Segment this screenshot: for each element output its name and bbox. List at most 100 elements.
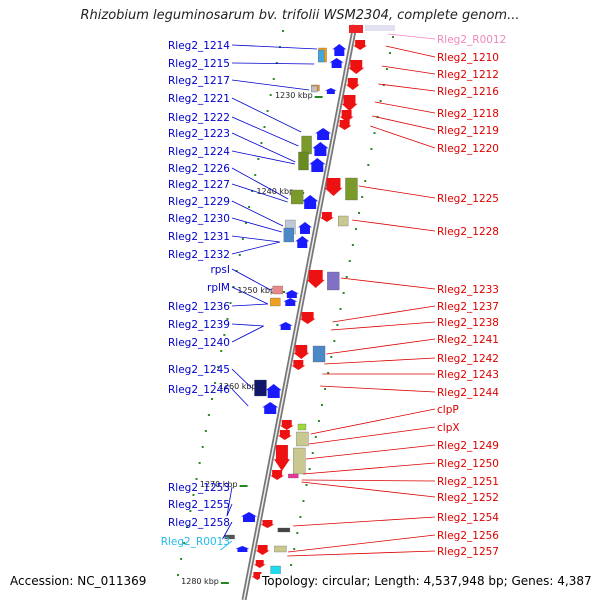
minus-strand-gene-arrow <box>277 430 292 440</box>
gene-box <box>224 534 235 540</box>
label-leader <box>352 219 436 232</box>
minus-strand-gene-arrow <box>339 110 354 122</box>
label-leader <box>226 486 233 517</box>
track-dot <box>183 542 186 544</box>
label-leader <box>332 305 436 323</box>
label-leader <box>231 323 264 327</box>
track-dot <box>308 468 311 470</box>
plus-strand-gene-arrow <box>297 222 312 234</box>
gene-box <box>345 177 358 201</box>
track-dot <box>266 110 269 112</box>
label-leader <box>381 65 436 75</box>
right-gene-label: Rleg2_1250 <box>437 458 499 470</box>
kbp-tick-label: 1250 kbp <box>237 286 275 295</box>
track-dot <box>214 382 217 384</box>
label-leader <box>231 235 280 243</box>
kbp-tick-mark <box>239 485 248 487</box>
track-dot <box>244 222 247 224</box>
kbp-tick-label: 1280 kbp <box>181 577 219 586</box>
label-leader <box>385 45 436 58</box>
track-dot <box>361 196 364 198</box>
minus-strand-gene-arrow <box>341 95 358 111</box>
plus-strand-gene-arrow <box>309 158 326 172</box>
track-dot <box>217 366 220 368</box>
track-dot <box>293 548 296 550</box>
track-dot <box>269 94 272 96</box>
label-leader <box>301 479 436 482</box>
minus-strand-gene-arrow <box>279 420 294 430</box>
plus-strand-gene-arrow <box>240 512 257 522</box>
track-dot <box>345 276 348 278</box>
plus-strand-gene-arrow <box>265 384 282 398</box>
track-dot <box>201 446 204 448</box>
minus-strand-gene-arrow <box>299 312 316 324</box>
right-gene-label: Rleg2_1225 <box>437 193 499 205</box>
minus-strand-gene-arrow <box>255 545 270 555</box>
track-dot <box>364 180 367 182</box>
left-gene-label: Rleg2_1217 <box>168 75 230 87</box>
track-dot <box>385 68 388 70</box>
track-dot <box>207 414 210 416</box>
track-dot <box>314 436 317 438</box>
track-dot <box>330 356 333 358</box>
label-leader <box>231 241 280 255</box>
minus-strand-gene-arrow <box>348 60 365 74</box>
kbp-tick-label: 1260 kbp <box>219 382 257 391</box>
label-leader <box>370 125 436 149</box>
track-dot <box>339 308 342 310</box>
plus-strand-gene-arrow <box>312 142 329 156</box>
gene-box <box>254 379 267 397</box>
left-gene-label: Rleg2_1245 <box>168 364 230 376</box>
plus-strand-gene-arrow <box>262 402 279 414</box>
left-gene-label: Rleg2_1227 <box>168 179 230 191</box>
track-dot <box>348 260 351 262</box>
label-leader <box>231 62 315 65</box>
minus-strand-gene-arrow <box>324 178 343 196</box>
genome-title: Rhizobium leguminosarum bv. trifolii WSM… <box>80 8 520 23</box>
track-dot <box>351 244 354 246</box>
track-dot <box>305 484 308 486</box>
track-dot <box>223 334 226 336</box>
minus-strand-gene-arrow <box>253 560 266 568</box>
track-dot <box>282 30 285 32</box>
label-leader <box>231 200 284 227</box>
track-dot <box>195 478 198 480</box>
label-leader <box>231 268 271 291</box>
label-leader <box>310 408 436 435</box>
plus-strand-gene-arrow <box>283 298 298 306</box>
track-dot <box>275 62 278 64</box>
gene-box <box>349 25 363 33</box>
kbp-tick-label: 1230 kbp <box>275 91 313 100</box>
label-leader <box>387 33 436 40</box>
gene-box <box>293 447 306 475</box>
label-leader <box>301 481 436 498</box>
gene-box <box>270 297 281 307</box>
gene-box <box>290 189 304 205</box>
right-gene-label: Rleg2_1233 <box>437 284 499 296</box>
right-gene-label: Rleg2_R0012 <box>437 34 506 46</box>
minus-strand-gene-arrow <box>273 445 290 471</box>
minus-strand-gene-arrow <box>270 470 285 480</box>
track-dot <box>192 494 195 496</box>
track-dot <box>177 574 180 576</box>
label-leader <box>330 321 436 331</box>
right-gene-label: Rleg2_1237 <box>437 301 499 313</box>
right-gene-label: Rleg2_1228 <box>437 226 499 238</box>
right-gene-label: Rleg2_1212 <box>437 69 499 81</box>
gene-box <box>365 25 395 31</box>
genome-backbone <box>241 24 358 600</box>
label-leader <box>231 286 269 305</box>
label-leader <box>231 97 302 133</box>
left-gene-label: Rleg2_1226 <box>168 163 230 175</box>
right-gene-label: Rleg2_1254 <box>437 512 499 524</box>
label-leader <box>226 503 233 517</box>
track-dot <box>327 372 330 374</box>
right-gene-label: Rleg2_1238 <box>437 317 499 329</box>
right-gene-label: Rleg2_1257 <box>437 546 499 558</box>
track-dot <box>186 526 189 528</box>
track-dot <box>290 564 293 566</box>
track-dot <box>241 238 244 240</box>
gene-box <box>318 49 325 63</box>
label-leader <box>222 521 233 540</box>
right-gene-label: Rleg2_1219 <box>437 125 499 137</box>
